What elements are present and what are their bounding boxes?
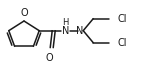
Text: N: N [61,26,69,36]
Text: O: O [45,53,53,63]
Text: N: N [76,26,83,36]
Text: Cl: Cl [117,14,127,24]
Text: Cl: Cl [117,38,127,48]
Text: O: O [20,8,28,18]
Text: H: H [62,18,68,27]
